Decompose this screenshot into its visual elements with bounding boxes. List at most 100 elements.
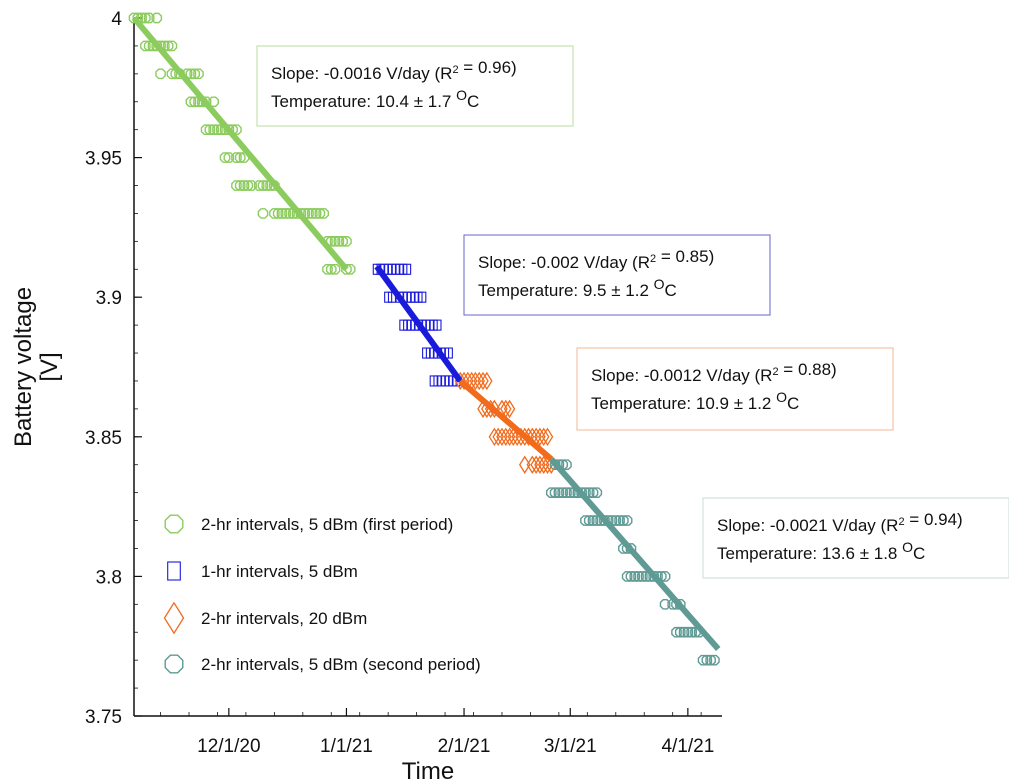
data-point <box>151 12 163 24</box>
data-point <box>257 208 269 219</box>
legend: 2-hr intervals, 5 dBm (first period) 1-hr… <box>163 514 481 674</box>
annotation-text: Temperature: 13.6 ± 1.8 <box>717 544 902 563</box>
y-tick-label: 3.9 <box>96 288 122 309</box>
data-point <box>208 96 219 108</box>
annotation-unit: C <box>787 394 799 413</box>
data-point <box>155 68 166 80</box>
data-point <box>166 40 178 52</box>
superscript: 2 <box>898 516 904 528</box>
annotation-text: = 0.85) <box>656 247 714 266</box>
legend-marker <box>167 561 181 581</box>
data-point <box>469 371 482 391</box>
data-point <box>500 427 512 447</box>
annotation-slope: Slope: -0.0012 V/day (R2 = 0.88) <box>591 360 837 385</box>
y-axis-title-line1: Battery voltage <box>10 287 37 447</box>
annotation-text: = 0.94) <box>905 510 963 529</box>
data-point <box>526 455 539 474</box>
annotation-text: Slope: -0.0012 V/day (R <box>591 366 772 385</box>
annotation-unit: C <box>467 92 479 111</box>
data-point <box>189 68 201 80</box>
legend-marker <box>163 601 185 635</box>
x-ticks: 12/1/20 1/1/21 2/1/21 3/1/21 4/1/21 <box>197 708 714 757</box>
annotation-text: = 0.88) <box>779 360 837 379</box>
legend-item-2: 1-hr intervals, 5 dBm <box>167 561 358 581</box>
data-point <box>473 371 485 391</box>
data-point <box>341 236 352 247</box>
annotation-slope: Slope: -0.0016 V/day (R2 = 0.96) <box>271 58 517 83</box>
y-tick-label: 4 <box>111 9 122 30</box>
annotation-4: Slope: -0.0021 V/day (R2 = 0.94)Temperat… <box>702 497 1009 579</box>
annotation-box <box>463 234 771 316</box>
x-minor-ticks <box>160 712 702 716</box>
data-point <box>314 208 326 219</box>
fit-line-3 <box>458 378 554 462</box>
y-tick-label: 3.8 <box>96 567 122 588</box>
data-point <box>561 459 572 471</box>
data-point <box>418 291 427 303</box>
annotation-text: = 0.96) <box>459 58 517 77</box>
data-point <box>337 236 348 247</box>
data-point <box>503 427 516 447</box>
annotation-unit: C <box>665 281 677 300</box>
y-tick-label: 3.75 <box>85 707 122 728</box>
series-4 <box>545 459 720 666</box>
data-point <box>705 654 716 666</box>
annotation-temperature: Temperature: 10.4 ± 1.7 OC <box>271 87 479 111</box>
y-ticks: 3.75 3.8 3.85 3.9 3.95 4 <box>85 9 142 728</box>
annotation-text: Slope: -0.0016 V/day (R <box>271 64 452 83</box>
legend-label: 2-hr intervals, 5 dBm (second period) <box>201 655 481 674</box>
data-point <box>541 427 554 447</box>
data-point <box>219 152 231 163</box>
fit-line-4 <box>549 457 721 651</box>
annotation-slope: Slope: -0.0021 V/day (R2 = 0.94) <box>717 510 963 535</box>
data-point <box>488 427 501 447</box>
data-point <box>530 455 542 474</box>
data-point <box>503 399 516 419</box>
annotation-2: Slope: -0.002 V/day (R2 = 0.85)Temperatu… <box>463 234 771 316</box>
annotation-text: Slope: -0.002 V/day (R <box>478 253 650 272</box>
data-point <box>537 427 550 447</box>
data-point <box>444 347 453 359</box>
axes: 3.75 3.8 3.85 3.9 3.95 4 12/1/20 1/1/21 2/1/21 3… <box>85 9 722 757</box>
data-point <box>507 427 520 447</box>
legend-label: 2-hr intervals, 20 dBm <box>201 609 367 628</box>
annotation-box <box>702 497 1009 579</box>
x-axis-title: Time <box>402 758 454 784</box>
data-point <box>618 515 629 526</box>
data-point <box>477 371 489 391</box>
data-point <box>659 571 671 582</box>
legend-item-1: 2-hr intervals, 5 dBm (first period) <box>164 514 453 534</box>
annotation-text: Temperature: 10.9 ± 1.2 <box>591 394 776 413</box>
superscript: O <box>902 539 913 555</box>
legend-item-3: 2-hr intervals, 20 dBm <box>163 601 367 635</box>
annotation-text: Temperature: 9.5 ± 1.2 <box>478 281 654 300</box>
annotation-3: Slope: -0.0012 V/day (R2 = 0.88) Temperat… <box>576 347 894 431</box>
fit-lines <box>131 16 721 651</box>
data-point <box>709 654 720 666</box>
x-tick-label: 3/1/21 <box>544 736 597 757</box>
annotation-slope: Slope: -0.002 V/day (R2 = 0.85) <box>478 247 714 272</box>
y-tick-label: 3.85 <box>85 428 122 449</box>
superscript: 2 <box>650 253 656 265</box>
series-3 <box>454 371 558 474</box>
y-axis-title: Battery voltage [V] <box>10 287 63 447</box>
legend-marker <box>164 514 184 534</box>
annotations: Slope: -0.0016 V/day (R2 = 0.96)Temperat… <box>256 45 1009 579</box>
series-layer <box>128 12 720 666</box>
data-point <box>518 455 531 474</box>
data-point <box>242 180 254 191</box>
fit-line-2 <box>374 264 463 383</box>
x-tick-label: 12/1/20 <box>197 736 260 757</box>
annotation-text: Slope: -0.0021 V/day (R <box>717 516 898 535</box>
data-point <box>481 371 493 391</box>
y-tick-label: 3.95 <box>85 149 122 170</box>
data-point <box>269 180 280 191</box>
superscript: O <box>776 389 787 405</box>
data-point <box>234 152 246 163</box>
data-point <box>231 124 242 136</box>
superscript: 2 <box>452 64 458 76</box>
data-point <box>492 427 504 447</box>
x-tick-label: 4/1/21 <box>661 736 714 757</box>
data-point <box>325 263 337 275</box>
data-point <box>621 515 633 526</box>
